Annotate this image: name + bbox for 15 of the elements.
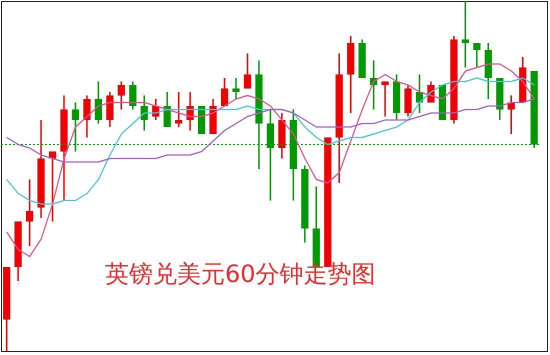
candlestick xyxy=(220,77,228,107)
candlestick xyxy=(232,77,240,100)
candlestick xyxy=(140,94,148,132)
candlestick xyxy=(164,91,171,128)
candlestick xyxy=(381,80,389,118)
candlestick xyxy=(94,80,102,124)
candlestick xyxy=(473,42,480,68)
candlestick xyxy=(118,80,125,110)
text: 英镑兑美元60分钟走势图 xyxy=(105,259,376,290)
candlestick xyxy=(508,94,515,135)
candlestick xyxy=(175,91,182,128)
candlestick xyxy=(26,178,34,247)
candlestick xyxy=(462,1,469,68)
candlestick xyxy=(244,52,252,90)
candlestick xyxy=(129,80,136,110)
